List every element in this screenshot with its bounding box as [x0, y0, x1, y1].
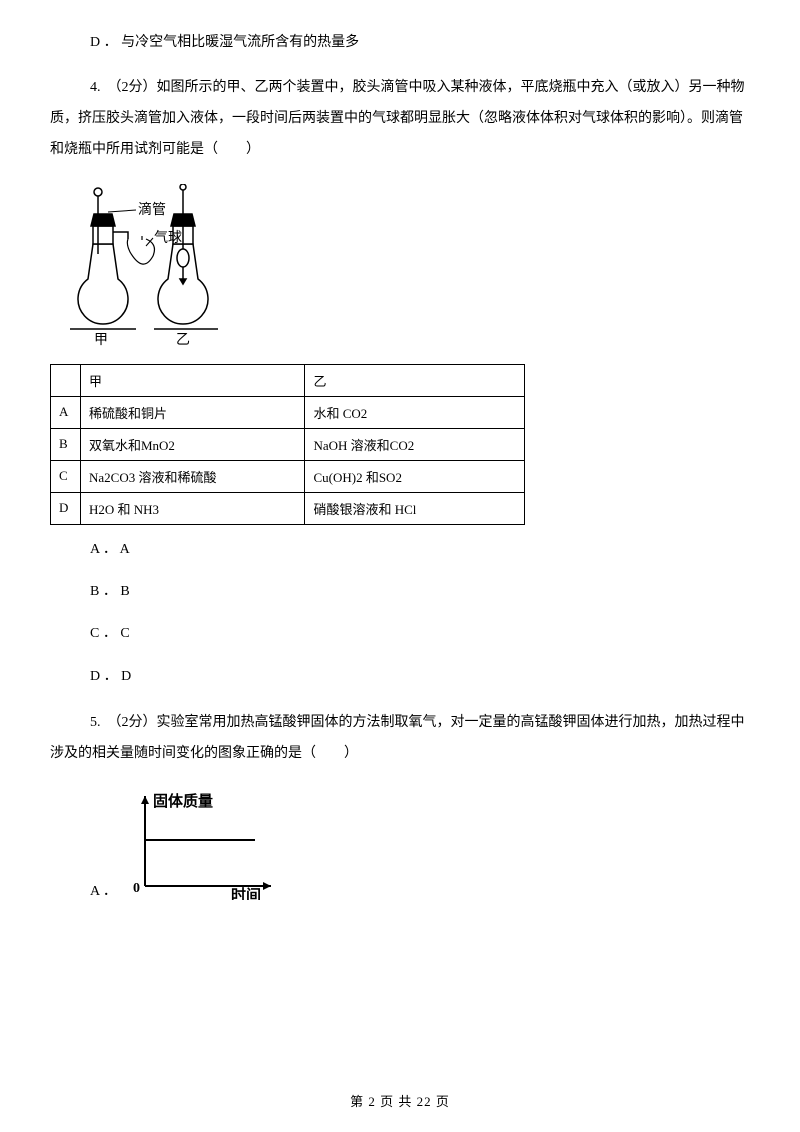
cell: 双氧水和MnO2 [80, 428, 304, 460]
svg-text:0: 0 [133, 881, 140, 896]
cell: 甲 [80, 364, 304, 396]
svg-text:时间: 时间 [231, 886, 261, 900]
cell: 水和 CO2 [305, 396, 525, 428]
cell: Cu(OH)2 和SO2 [305, 460, 525, 492]
table-row: A稀硫酸和铜片水和 CO2 [51, 396, 525, 428]
table-row: B双氧水和MnO2NaOH 溶液和CO2 [51, 428, 525, 460]
apparatus-diagram: 滴管 气球 甲 乙 [58, 184, 226, 349]
cell: NaOH 溶液和CO2 [305, 428, 525, 460]
cell: B [51, 428, 81, 460]
svg-text:滴管: 滴管 [138, 201, 166, 218]
q4-option-b: B ． B [90, 581, 750, 603]
cell: 稀硫酸和铜片 [80, 396, 304, 428]
table-row: CNa2CO3 溶液和稀硫酸Cu(OH)2 和SO2 [51, 460, 525, 492]
svg-text:甲: 甲 [94, 333, 108, 348]
svg-text:固体质量: 固体质量 [153, 792, 213, 810]
q5-chart-a: 固体质量 时间 0 [123, 788, 278, 900]
cell: H2O 和 NH3 [80, 492, 304, 524]
page-footer: 第 2 页 共 22 页 [0, 1091, 800, 1110]
cell: Na2CO3 溶液和稀硫酸 [80, 460, 304, 492]
q5-option-a-row: A ． 固体质量 时间 0 [90, 788, 750, 900]
table-row: DH2O 和 NH3硝酸银溶液和 HCl [51, 492, 525, 524]
q4-option-c: C ． C [90, 623, 750, 645]
cell: A [51, 396, 81, 428]
q5-option-a-label: A ． [90, 880, 117, 900]
svg-text:乙: 乙 [176, 332, 190, 348]
cell [51, 364, 81, 396]
table-row-head: 甲 乙 [51, 364, 525, 396]
q4-diagram: 滴管 气球 甲 乙 [58, 184, 750, 354]
q4-text: 4. （2分）如图所示的甲、乙两个装置中，胶头滴管中吸入某种液体，平底烧瓶中充入… [50, 73, 750, 165]
q4-option-a: A ． A [90, 539, 750, 561]
cell: C [51, 460, 81, 492]
prev-option-d: D ． 与冷空气相比暖湿气流所含有的热量多 [90, 30, 750, 55]
svg-text:气球: 气球 [154, 230, 182, 246]
q5-text: 5. （2分）实验室常用加热高锰酸钾固体的方法制取氧气，对一定量的高锰酸钾固体进… [50, 708, 750, 770]
q4-table: 甲 乙 A稀硫酸和铜片水和 CO2 B双氧水和MnO2NaOH 溶液和CO2 C… [50, 364, 525, 525]
cell: 乙 [305, 364, 525, 396]
q4-option-d: D ． D [90, 666, 750, 688]
cell: 硝酸银溶液和 HCl [305, 492, 525, 524]
cell: D [51, 492, 81, 524]
